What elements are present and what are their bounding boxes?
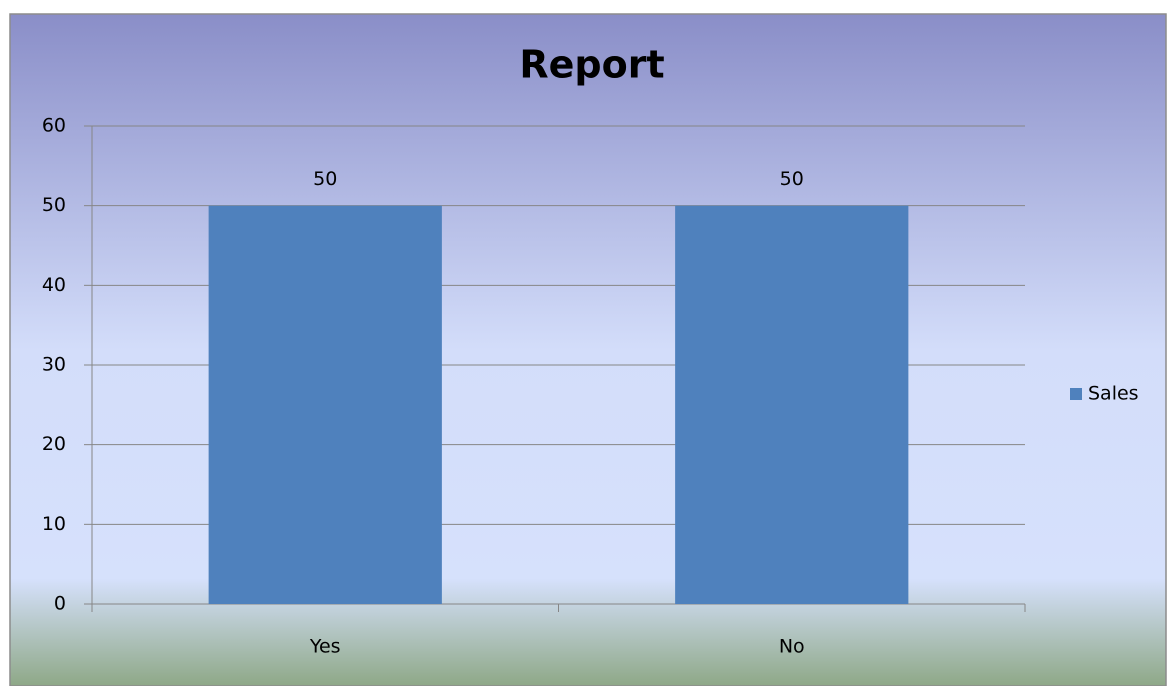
data-label: 50 xyxy=(780,168,804,190)
y-tick-label: 50 xyxy=(42,194,66,216)
y-tick-label: 20 xyxy=(42,433,66,455)
chart-background xyxy=(9,13,1167,686)
data-label: 50 xyxy=(313,168,337,190)
bar xyxy=(675,205,909,604)
x-tick-label: No xyxy=(779,636,805,658)
legend-label: Sales xyxy=(1088,383,1139,405)
chart-title: Report xyxy=(519,43,664,87)
bar xyxy=(208,205,442,604)
y-tick-label: 0 xyxy=(54,593,66,615)
x-tick-label: Yes xyxy=(309,636,341,658)
y-tick-label: 10 xyxy=(42,513,66,535)
legend-swatch xyxy=(1070,388,1082,400)
y-tick-label: 30 xyxy=(42,354,66,376)
y-tick-label: 40 xyxy=(42,274,66,296)
y-tick-label: 60 xyxy=(42,115,66,137)
